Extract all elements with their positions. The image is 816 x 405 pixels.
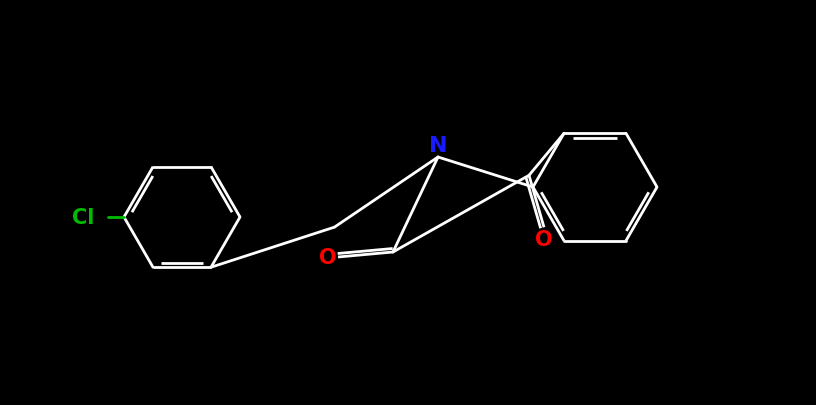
Text: N: N: [428, 136, 447, 156]
Text: O: O: [319, 247, 337, 267]
Text: O: O: [535, 230, 552, 250]
Text: Cl: Cl: [72, 207, 94, 228]
